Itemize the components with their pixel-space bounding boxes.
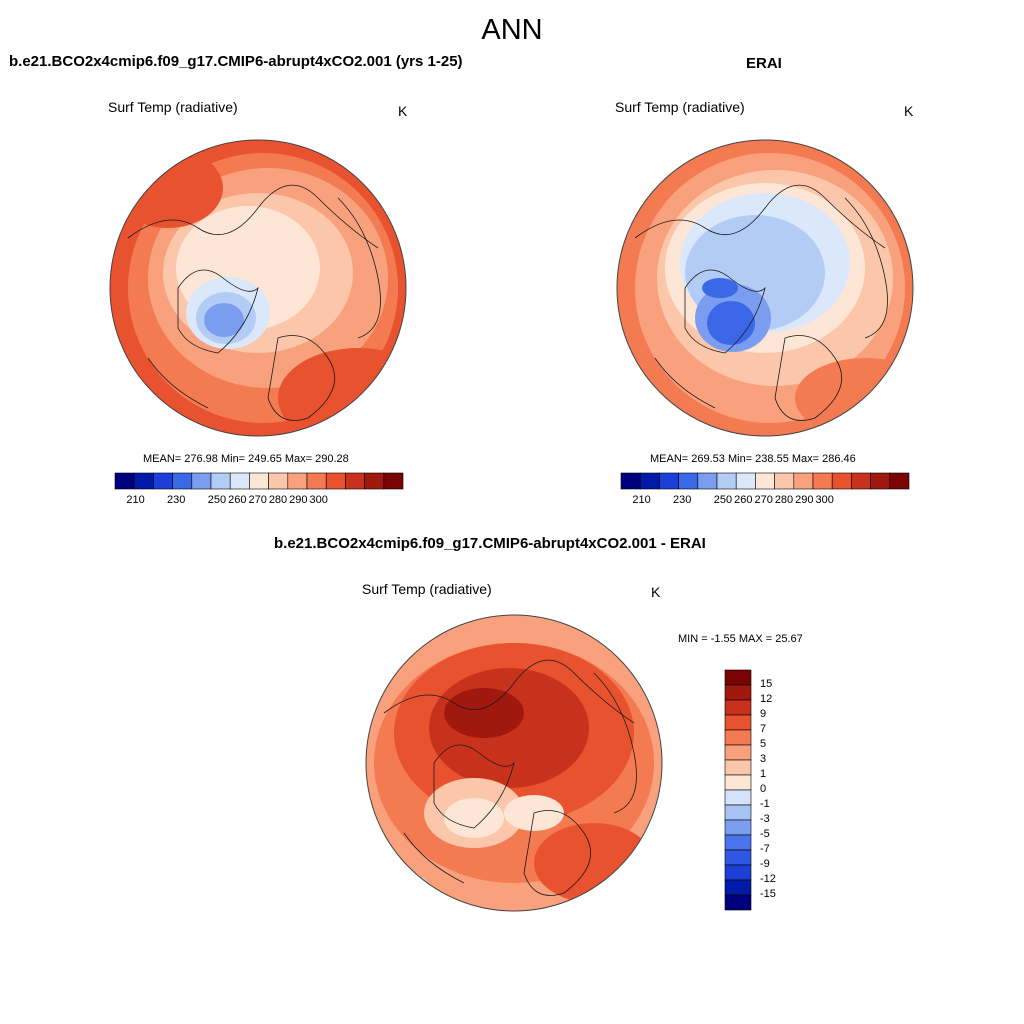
diff-colorbar-tick-label: 7 [760, 723, 767, 735]
obs-colorbar-tick-label: 280 [774, 494, 794, 506]
diff-colorbar-tick-label: 12 [760, 693, 773, 705]
model-colorbar-tick-label: 230 [167, 494, 186, 506]
diff-colorbar-swatch [724, 849, 752, 866]
obs-colorbar-tick-label: 210 [632, 494, 651, 506]
diff-colorbar-tick-label: 9 [760, 708, 767, 720]
model-colorbar-swatch [114, 472, 135, 490]
diff-colorbar-swatch [724, 774, 752, 791]
obs-colorbar-tick-label: 230 [673, 494, 692, 506]
diff-colorbar-tick-label: -15 [760, 888, 776, 900]
obs-colorbar-swatch [716, 472, 737, 490]
diff-colorbar-swatch [724, 759, 752, 776]
diff-colorbar-tick-label: 5 [760, 738, 767, 750]
model-colorbar-tick-label: 250 [207, 494, 227, 506]
diff-colorbar-swatch [724, 819, 752, 836]
diff-colorbar-swatch [724, 714, 752, 731]
obs-polar-map [616, 139, 914, 437]
model-polar-map [109, 139, 407, 437]
model-colorbar-tick-label: 290 [289, 494, 308, 506]
model-colorbar-swatch [325, 472, 346, 490]
model-colorbar-tick-label: 300 [309, 494, 328, 506]
obs-colorbar-swatch [812, 472, 833, 490]
obs-colorbar-tick-label: 290 [795, 494, 814, 506]
obs-colorbar-tick-label: 260 [734, 494, 753, 506]
diff-colorbar-tick-label: -5 [760, 828, 770, 840]
model-colorbar-tick-label: 260 [228, 494, 247, 506]
model-colorbar-tick-label: 280 [268, 494, 288, 506]
diff-colorbar-tick-label: -1 [760, 798, 770, 810]
obs-stats-text: MEAN= 269.53 Min= 238.55 Max= 286.46 [650, 453, 856, 465]
diff-colorbar-tick-label: 3 [760, 753, 767, 765]
model-colorbar-swatch [191, 472, 212, 490]
diff-stats-text: MIN = -1.55 MAX = 25.67 [678, 633, 803, 645]
obs-colorbar-swatch [831, 472, 852, 490]
obs-colorbar-tick-label: 300 [815, 494, 834, 506]
obs-colorbar-swatch [620, 472, 641, 490]
diff-colorbar-swatch [724, 789, 752, 806]
diff-colorbar-tick-label: 1 [760, 768, 767, 780]
diff-colorbar-swatch [724, 699, 752, 716]
diff-colorbar-swatch [724, 744, 752, 761]
model-colorbar-swatch [172, 472, 193, 490]
obs-colorbar-swatch [755, 472, 775, 490]
diff-panel-title: b.e21.BCO2x4cmip6.f09_g17.CMIP6-abrupt4x… [274, 535, 706, 552]
diff-units-label: K [651, 584, 661, 600]
diff-colorbar [724, 669, 752, 911]
model-colorbar-tick-label: 270 [248, 494, 267, 506]
obs-colorbar-swatch [870, 472, 891, 490]
model-stats-text: MEAN= 276.98 Min= 249.65 Max= 290.28 [143, 453, 349, 465]
diff-colorbar-swatch [724, 879, 752, 896]
diff-colorbar-swatch [724, 894, 752, 911]
obs-colorbar-swatch [697, 472, 718, 490]
diff-colorbar-tick-label: -12 [760, 873, 776, 885]
diff-polar-map [365, 614, 663, 912]
diff-colorbar-tick-label: 15 [760, 678, 773, 690]
obs-panel-title: ERAI [746, 55, 782, 72]
diff-variable-label: Surf Temp (radiative) [362, 581, 492, 597]
obs-colorbar-swatch [678, 472, 699, 490]
diff-colorbar-tick-label: -3 [760, 813, 770, 825]
obs-colorbar-swatch [639, 472, 660, 490]
diff-colorbar-swatch [724, 729, 752, 746]
obs-colorbar-swatch [793, 472, 814, 490]
obs-colorbar-tick-label: 270 [754, 494, 773, 506]
model-colorbar-swatch [364, 472, 385, 490]
diff-colorbar-tick-label: -9 [760, 858, 770, 870]
diff-colorbar-swatch [724, 669, 752, 686]
diff-colorbar-tick-label: -7 [760, 843, 770, 855]
obs-units-label: K [904, 103, 914, 119]
obs-colorbar-swatch [659, 472, 679, 490]
obs-variable-label: Surf Temp (radiative) [615, 99, 745, 115]
diff-colorbar-tick-label: 0 [760, 783, 767, 795]
obs-colorbar-swatch [889, 472, 910, 490]
figure-title: ANN [481, 14, 543, 46]
model-colorbar-swatch [268, 472, 289, 490]
model-colorbar-swatch [306, 472, 327, 490]
model-colorbar-tick-label: 210 [126, 494, 145, 506]
obs-colorbar-swatch [774, 472, 795, 490]
diff-colorbar-swatch [724, 834, 752, 851]
obs-colorbar-swatch [735, 472, 756, 490]
model-colorbar-swatch [210, 472, 231, 490]
model-colorbar-swatch [229, 472, 250, 490]
diff-colorbar-swatch [724, 804, 752, 821]
model-colorbar-swatch [153, 472, 173, 490]
model-units-label: K [398, 103, 408, 119]
model-colorbar-swatch [249, 472, 269, 490]
obs-colorbar [620, 472, 910, 490]
obs-colorbar-swatch [851, 472, 871, 490]
model-colorbar-swatch [383, 472, 404, 490]
model-colorbar-swatch [133, 472, 154, 490]
diff-colorbar-swatch [724, 684, 752, 701]
model-panel-title: b.e21.BCO2x4cmip6.f09_g17.CMIP6-abrupt4x… [9, 53, 463, 70]
obs-colorbar-tick-label: 250 [713, 494, 733, 506]
diff-colorbar-swatch [724, 864, 752, 881]
model-colorbar [114, 472, 404, 490]
model-colorbar-swatch [287, 472, 308, 490]
model-colorbar-swatch [345, 472, 365, 490]
model-variable-label: Surf Temp (radiative) [108, 99, 238, 115]
